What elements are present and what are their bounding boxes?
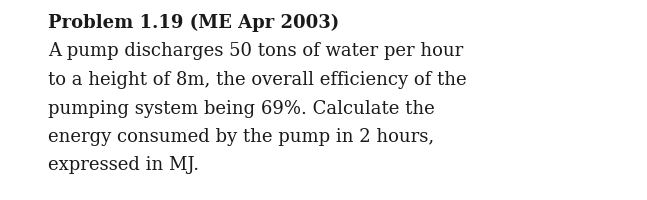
Text: expressed in MJ.: expressed in MJ.	[48, 156, 199, 174]
Text: A pump discharges 50 tons of water per hour: A pump discharges 50 tons of water per h…	[48, 43, 463, 60]
Text: energy consumed by the pump in 2 hours,: energy consumed by the pump in 2 hours,	[48, 128, 434, 146]
Text: pumping system being 69%. Calculate the: pumping system being 69%. Calculate the	[48, 100, 435, 118]
Text: to a height of 8m, the overall efficiency of the: to a height of 8m, the overall efficienc…	[48, 71, 466, 89]
Text: Problem 1.19 (ME Apr 2003): Problem 1.19 (ME Apr 2003)	[48, 14, 339, 32]
